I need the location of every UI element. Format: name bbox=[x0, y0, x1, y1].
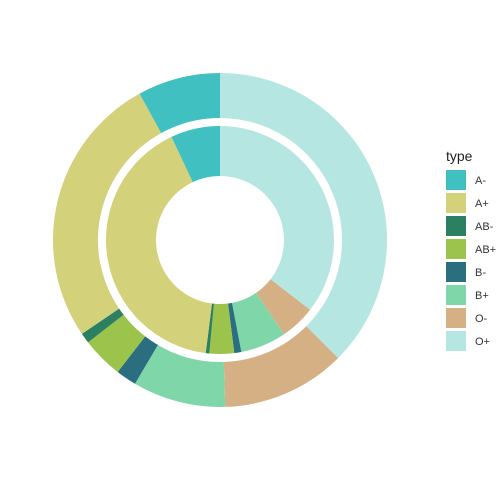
legend-key bbox=[446, 193, 466, 213]
legend-label: AB- bbox=[475, 221, 494, 233]
outer-slice-aneg bbox=[139, 73, 220, 134]
legend-label: A+ bbox=[475, 198, 489, 210]
legend-label: A- bbox=[475, 175, 486, 187]
legend: type A- A+ AB- AB+ B- B+ O- O+ bbox=[446, 148, 496, 351]
legend-key bbox=[446, 216, 466, 236]
inner-slice-apos bbox=[106, 136, 212, 354]
legend-key bbox=[446, 331, 466, 351]
inner-slice-abneg bbox=[205, 303, 214, 354]
inner-slice-bpos bbox=[231, 292, 285, 352]
legend-label: AB+ bbox=[475, 244, 496, 256]
legend-label: B+ bbox=[475, 290, 489, 302]
legend-label: B- bbox=[475, 267, 486, 279]
legend-label: O- bbox=[475, 313, 488, 325]
inner-slice-abpos bbox=[209, 303, 235, 354]
legend-items: A- A+ AB- AB+ B- B+ O- O+ bbox=[446, 170, 496, 351]
outer-slice-oneg bbox=[223, 326, 339, 407]
legend-key bbox=[446, 170, 466, 190]
legend-key bbox=[446, 285, 466, 305]
inner-slice-aneg bbox=[171, 126, 220, 183]
outer-slice-abpos bbox=[88, 314, 146, 372]
legend-title: type bbox=[446, 148, 473, 164]
legend-label: O+ bbox=[475, 336, 490, 348]
outer-slice-abneg bbox=[81, 308, 124, 343]
inner-slice-oneg bbox=[255, 279, 311, 335]
donut-rings bbox=[52, 73, 387, 407]
inner-slice-bneg bbox=[228, 302, 242, 354]
legend-key bbox=[446, 308, 466, 328]
outer-slice-bpos bbox=[134, 345, 226, 407]
inner-slice-opos bbox=[220, 126, 334, 310]
legend-key bbox=[446, 262, 466, 282]
outer-slice-bneg bbox=[117, 336, 158, 384]
legend-key bbox=[446, 239, 466, 259]
outer-slice-apos bbox=[52, 93, 162, 334]
outer-slice-opos bbox=[220, 73, 387, 359]
